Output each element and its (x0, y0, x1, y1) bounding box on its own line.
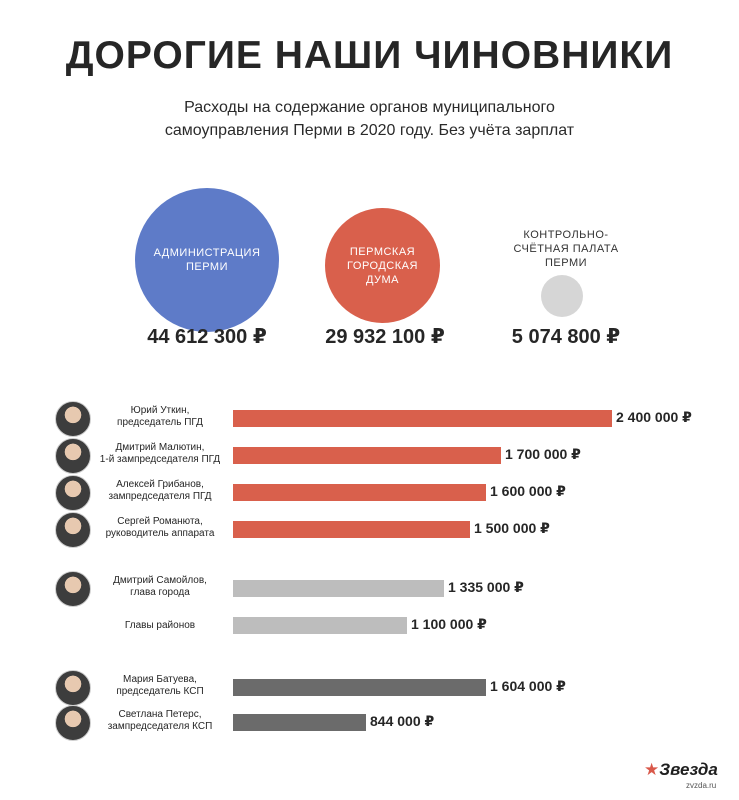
bar-value-label: 2 400 000 ₽ (616, 409, 692, 425)
total-administration: 44 612 300 ₽ (147, 326, 267, 348)
bar (233, 679, 486, 696)
person-label: Светлана Петерс, зампредседателя КСП (95, 709, 225, 733)
bar (233, 447, 501, 464)
person-role: зампредседателя ПГД (108, 491, 212, 502)
bar (233, 580, 444, 597)
bar-value-label: 1 600 000 ₽ (490, 483, 566, 499)
bubble-ksp-label-1: КОНТРОЛЬНО- (523, 229, 609, 241)
person-photo (55, 571, 91, 607)
person-label: Мария Батуева, председатель КСП (95, 674, 225, 698)
total-duma: 29 932 100 ₽ (325, 326, 445, 348)
bar-value-label: 1 335 000 ₽ (448, 579, 524, 595)
person-photo (55, 401, 91, 437)
bar (233, 617, 407, 634)
person-label: Дмитрий Самойлов, глава города (95, 575, 225, 599)
person-label: Юрий Уткин, председатель ПГД (95, 405, 225, 429)
bar-value-label: 1 500 000 ₽ (474, 520, 550, 536)
bar (233, 714, 366, 731)
bar (233, 484, 486, 501)
bubble-administration-label-1: АДМИНИСТРАЦИЯ (153, 247, 261, 259)
bubble-ksp-label-3: ПЕРМИ (544, 257, 588, 269)
subtitle-line-1: Расходы на содержание органов муниципаль… (184, 99, 555, 116)
person-photo (55, 705, 91, 741)
person-name: Юрий Уткин, (130, 405, 190, 416)
person-photo (55, 670, 91, 706)
person-name: Мария Батуева, (123, 674, 197, 685)
bubble-administration-label-2: ПЕРМИ (185, 261, 228, 273)
person-name: Дмитрий Малютин, (115, 442, 205, 453)
bubble-duma-label-2: ГОРОДСКАЯ (347, 259, 418, 272)
bubble-ksp-label: КОНТРОЛЬНО- СЧЁТНАЯ ПАЛАТА ПЕРМИ (496, 228, 636, 270)
star-icon: ★ (644, 760, 660, 779)
person-role: глава города (130, 587, 190, 598)
person-name: Главы районов (124, 620, 196, 631)
person-role: председатель ПГД (117, 417, 203, 428)
person-label: Сергей Романюта, руководитель аппарата (95, 516, 225, 540)
bar-value-label: 844 000 ₽ (370, 713, 435, 729)
bubble-ksp-label-2: СЧЁТНАЯ ПАЛАТА (513, 243, 619, 255)
person-photo (55, 475, 91, 511)
total-ksp: 5 074 800 ₽ (511, 326, 621, 348)
bubble-duma-label-3: ДУМА (365, 273, 400, 286)
person-name: Дмитрий Самойлов, (113, 575, 207, 586)
person-name: Сергей Романюта, (117, 516, 203, 527)
person-name: Алексей Грибанов, (116, 479, 204, 490)
person-name: Светлана Петерс, (118, 709, 202, 720)
person-role: руководитель аппарата (105, 528, 215, 539)
page-title: ДОРОГИЕ НАШИ ЧИНОВНИКИ (65, 34, 674, 77)
person-role: председатель КСП (116, 686, 204, 697)
zvezda-logo: ★Звезда (644, 760, 718, 780)
subtitle: Расходы на содержание органов муниципаль… (0, 96, 739, 142)
bubble-administration: АДМИНИСТРАЦИЯ ПЕРМИ (135, 188, 279, 332)
bar (233, 410, 612, 427)
logo-site: zvzda.ru (686, 781, 717, 790)
person-label: Главы районов (95, 620, 225, 632)
bar-value-label: 1 700 000 ₽ (505, 446, 581, 462)
bubble-ksp (541, 275, 583, 317)
person-photo (55, 438, 91, 474)
logo-name: Звезда (659, 760, 718, 779)
person-photo (55, 512, 91, 548)
bar-value-label: 1 100 000 ₽ (411, 616, 487, 632)
person-role: 1-й зампредседателя ПГД (99, 454, 221, 465)
person-label: Алексей Грибанов, зампредседателя ПГД (95, 479, 225, 503)
person-label: Дмитрий Малютин, 1-й зампредседателя ПГД (95, 442, 225, 466)
bar-value-label: 1 604 000 ₽ (490, 678, 566, 694)
subtitle-line-2: самоуправления Перми в 2020 году. Без уч… (164, 122, 575, 139)
person-role: зампредседателя КСП (107, 721, 213, 732)
bubble-duma-label-1: ПЕРМСКАЯ (349, 245, 416, 258)
bar (233, 521, 470, 538)
bubble-duma: ПЕРМСКАЯ ГОРОДСКАЯ ДУМА (325, 208, 440, 323)
